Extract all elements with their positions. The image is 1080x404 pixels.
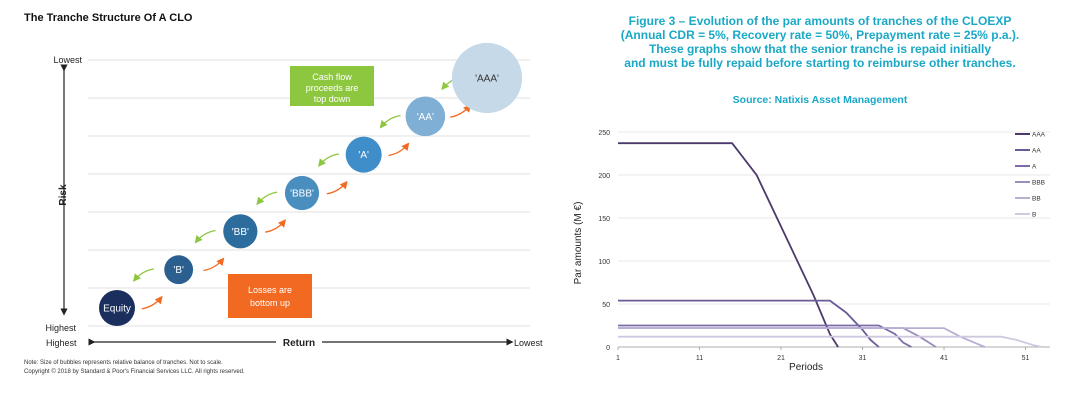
legend-label-bb: BB: [1032, 196, 1041, 203]
risk-axis-bottom-label: Highest: [45, 323, 76, 333]
cash-flow-callout-line-3: top down: [314, 94, 351, 104]
x-tick-label: 31: [859, 355, 867, 362]
y-tick-label: 0: [606, 345, 610, 352]
tranche-bubble-label: 'AA': [417, 112, 434, 123]
tranche-bubbles: Equity 'B' 'BB' 'BBB' 'A' 'AA' 'AAA': [99, 42, 523, 326]
tranche-structure-chart: Lowest Highest Risk Return Highest Lowes…: [45, 42, 543, 349]
legend-label-aaa: AAA: [1032, 132, 1046, 139]
tranche-bubble-label: 'B': [173, 265, 184, 276]
losses-callout-line-2: bottom up: [250, 298, 290, 308]
y-tick-label: 200: [598, 173, 610, 180]
tranche-bubble-label: Equity: [103, 304, 131, 315]
cash-flow-arrow: [256, 191, 278, 206]
loss-flow-arrow: [265, 219, 286, 233]
tranche-bubble-label: 'BB': [232, 227, 249, 238]
return-axis-label: Return: [283, 338, 315, 349]
series-line-b: [618, 335, 1042, 348]
figure-title-line-2: (Annual CDR = 5%, Recovery rate = 50%, P…: [620, 28, 1020, 42]
tranche-bubble: [223, 214, 258, 249]
loss-flow-arrow: [388, 142, 410, 157]
return-axis-label-bg: [276, 335, 322, 349]
risk-axis-top-label: Lowest: [53, 55, 82, 65]
x-tick-label: 21: [777, 355, 785, 362]
cash-flow-callout-line-2: proceeds are: [306, 83, 359, 93]
figure-title-line-3: These graphs show that the senior tranch…: [648, 42, 992, 56]
risk-axis-label: Risk: [58, 184, 69, 206]
loss-flow-arrow: [450, 104, 471, 118]
tranche-copyright: Copyright © 2018 by Standard & Poor's Fi…: [24, 369, 245, 375]
tranche-bubble: [284, 175, 320, 211]
loss-flow-arrow: [203, 257, 225, 272]
tranche-bubble-label: 'A': [358, 150, 369, 161]
cash-flow-arrow: [379, 114, 401, 129]
line-chart-x-label: Periods: [789, 362, 823, 373]
y-tick-label: 150: [598, 216, 610, 223]
tranche-bubble: [405, 96, 446, 137]
tranche-chart-title: The Tranche Structure Of A CLO: [24, 12, 193, 24]
loss-flow-arrow: [326, 180, 348, 195]
par-amounts-panel: Figure 3 – Evolution of the par amounts …: [560, 0, 1080, 404]
cash-flow-arrow: [194, 229, 216, 244]
return-axis-left-label: Highest: [46, 338, 77, 348]
line-chart-y-label: Par amounts (M €): [573, 202, 584, 285]
losses-callout-line-1: Losses are: [248, 285, 292, 295]
loss-flow-arrow: [141, 295, 163, 310]
legend-label-a: A: [1032, 164, 1037, 171]
tranche-bubble-label: 'BBB': [290, 189, 314, 200]
tranche-bubble: [99, 290, 135, 326]
line-chart-series: [618, 142, 1042, 348]
cash-flow-callout-box: [290, 66, 374, 106]
x-tick-label: 41: [940, 355, 948, 362]
series-line-aa: [618, 299, 880, 348]
x-tick-label: 1: [616, 355, 620, 362]
cash-flow-arrow: [133, 268, 154, 282]
legend-label-aa: AA: [1032, 148, 1041, 155]
losses-callout-box: [228, 274, 312, 318]
x-tick-label: 11: [696, 355, 703, 362]
x-tick-label: 51: [1022, 355, 1030, 362]
series-line-a: [618, 324, 912, 348]
series-line-aaa: [618, 142, 839, 348]
figure-title-line-1: Figure 3 – Evolution of the par amounts …: [628, 14, 1012, 28]
y-tick-label: 50: [602, 302, 610, 309]
figure-source: Source: Natixis Asset Management: [732, 94, 908, 106]
tranche-note: Note: Size of bubbles represents relativ…: [24, 360, 223, 366]
figure-title-line-4: and must be fully repaid before starting…: [624, 56, 1016, 70]
tranche-bubble: [164, 255, 194, 285]
y-tick-label: 250: [598, 130, 610, 137]
tranche-bubble: [451, 42, 523, 114]
tranche-bubble-label: 'AAA': [475, 74, 499, 85]
legend-label-bbb: BBB: [1032, 180, 1045, 187]
return-axis-right-label: Lowest: [514, 338, 543, 348]
figure-title: Figure 3 – Evolution of the par amounts …: [560, 14, 1080, 70]
tranche-bubble: [345, 136, 382, 173]
cash-flow-arrow: [318, 153, 339, 167]
tranche-structure-panel: The Tranche Structure Of A CLO Lowest Hi…: [24, 12, 543, 375]
cash-flow-callout-line-1: Cash flow: [312, 72, 352, 82]
y-tick-label: 100: [598, 259, 610, 266]
legend-label-b: B: [1032, 212, 1036, 219]
